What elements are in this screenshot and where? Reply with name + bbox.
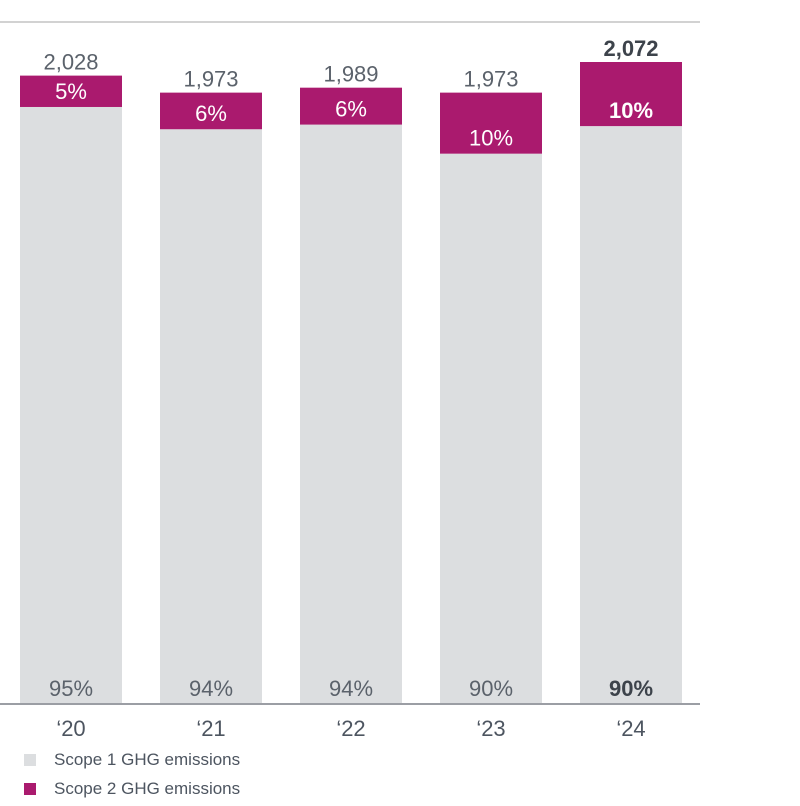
total-label-3: 1,973 [463,67,518,92]
x-tick-label-4: ‘24 [616,716,645,741]
bar-scope-1-1 [160,129,262,703]
bar-scope-2-2 [300,87,402,125]
scope-2-label-2: 6% [335,97,367,122]
bar-scope-2-1 [160,92,262,130]
total-label-2: 1,989 [323,62,378,87]
scope-1-label-0: 95% [49,676,93,701]
bar-scope-2-3 [440,92,542,154]
legend-label-scope-1: Scope 1 GHG emissions [54,750,241,769]
total-label-0: 2,028 [43,50,98,75]
legend-item-scope-2: Scope 2 GHG emissions [24,777,240,801]
scope-1-label-3: 90% [469,676,513,701]
bar-scope-2-0 [20,75,122,107]
bars: 2,028 5% 95% 1,973 6% 94% 1,989 6% 94% 1,973 10% 90… [20,36,682,704]
bar-scope-2-4 [580,62,682,127]
total-label-4: 2,072 [603,36,658,61]
scope-1-label-1: 94% [189,676,233,701]
emissions-chart: 2,028 5% 95% 1,973 6% 94% 1,989 6% 94% 1,973 10% 90… [0,21,700,741]
legend: Scope 1 GHG emissions Scope 2 GHG emissi… [24,748,240,806]
scope-1-label-2: 94% [329,676,373,701]
scope-2-label-3: 10% [469,126,513,151]
scope-2-label-1: 6% [195,101,227,126]
bar-scope-1-4 [580,126,682,704]
bar-scope-1-2 [300,124,402,703]
x-axis-labels: ‘20 ‘21 ‘22 ‘23 ‘24 [56,716,645,741]
x-tick-label-1: ‘21 [196,716,225,741]
x-tick-label-2: ‘22 [336,716,365,741]
bar-scope-1-0 [20,106,122,703]
legend-swatch-scope-2 [24,783,36,795]
x-tick-label-0: ‘20 [56,716,85,741]
legend-swatch-scope-1 [24,754,36,766]
x-tick-label-3: ‘23 [476,716,505,741]
scope-1-label-4: 90% [609,676,653,701]
scope-2-label-0: 5% [55,79,87,104]
legend-item-scope-1: Scope 1 GHG emissions [24,748,240,772]
legend-label-scope-2: Scope 2 GHG emissions [54,779,241,798]
total-label-1: 1,973 [183,67,238,92]
scope-2-label-4: 10% [609,98,653,123]
bar-scope-1-3 [440,153,542,703]
